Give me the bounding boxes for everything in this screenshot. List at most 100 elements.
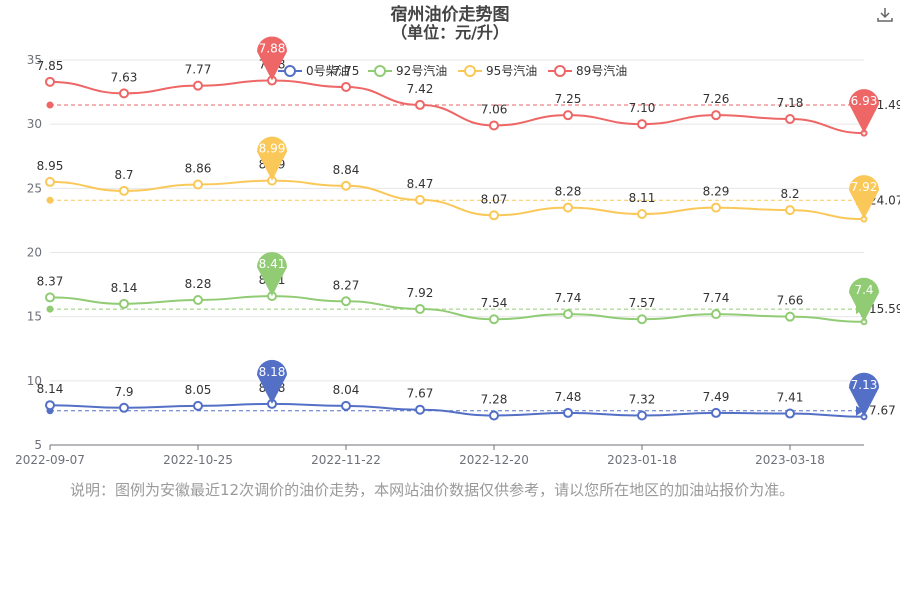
average-label: 24.07 bbox=[869, 193, 900, 207]
series-line bbox=[49, 79, 865, 135]
data-point bbox=[489, 410, 499, 421]
data-point bbox=[341, 296, 351, 307]
y-tick-label: 30 bbox=[27, 117, 42, 131]
data-point bbox=[45, 176, 55, 187]
data-point bbox=[563, 202, 573, 213]
data-label: 7.63 bbox=[111, 70, 138, 84]
max-marker: 7.88 bbox=[257, 36, 287, 81]
y-tick-label: 5 bbox=[34, 438, 42, 452]
data-label: 7.67 bbox=[407, 387, 434, 401]
data-label: 8.2 bbox=[780, 187, 799, 201]
data-point bbox=[637, 119, 647, 130]
data-point bbox=[489, 120, 499, 131]
average-line-arrow bbox=[856, 405, 864, 416]
series-3: 7.85 7.63 7.77 7.88 7.75 7.42 7.06 7.25 7.10 7.26… bbox=[37, 36, 879, 137]
data-point bbox=[489, 314, 499, 325]
data-label: 7.26 bbox=[703, 92, 730, 106]
y-tick-label: 25 bbox=[27, 181, 42, 195]
series-2: 8.95 8.7 8.86 8.99 8.84 8.47 8.07 8.28 8.11 8.29 8… bbox=[37, 136, 879, 223]
legend-label: 0号柴油 bbox=[306, 64, 350, 78]
x-tick-label: 2022-10-25 bbox=[163, 453, 233, 467]
data-label: 8.29 bbox=[703, 185, 730, 199]
data-label: 7.92 bbox=[407, 286, 434, 300]
data-label: 8.37 bbox=[37, 274, 64, 288]
data-label: 7.18 bbox=[777, 96, 804, 110]
max-marker-text: 8.41 bbox=[259, 257, 286, 271]
data-point bbox=[193, 80, 203, 91]
data-point bbox=[785, 408, 795, 419]
min-marker: 7.13 bbox=[849, 372, 879, 417]
data-label: 7.49 bbox=[703, 390, 730, 404]
y-tick-label: 20 bbox=[27, 246, 42, 260]
data-label: 8.86 bbox=[185, 161, 212, 175]
data-label: 7.06 bbox=[481, 102, 508, 116]
data-label: 7.74 bbox=[703, 291, 730, 305]
x-tick-label: 2023-01-18 bbox=[607, 453, 677, 467]
data-point bbox=[711, 202, 721, 213]
chart-title: 宿州油价走势图 bbox=[391, 4, 510, 25]
x-tick-label: 2022-09-07 bbox=[15, 453, 85, 467]
data-label: 7.54 bbox=[481, 296, 508, 310]
data-label: 8.05 bbox=[185, 383, 212, 397]
max-marker: 8.41 bbox=[257, 252, 287, 297]
max-marker-shape bbox=[257, 36, 287, 81]
series-line bbox=[49, 295, 865, 323]
legend[interactable]: 0号柴油 92号汽油 95号汽油 89号汽油 bbox=[278, 63, 627, 78]
average-line-start bbox=[46, 196, 54, 204]
legend-marker bbox=[374, 65, 386, 77]
data-label: 8.04 bbox=[333, 383, 360, 397]
data-point bbox=[341, 180, 351, 191]
data-label: 7.9 bbox=[114, 385, 133, 399]
data-point bbox=[711, 309, 721, 320]
series-layer: 8.14 7.9 8.05 8.18 8.04 7.67 7.28 7.48 7.32 7.49 7… bbox=[37, 36, 879, 421]
y-tick-label: 10 bbox=[27, 374, 42, 388]
x-tick-label: 2022-12-20 bbox=[459, 453, 529, 467]
series-line bbox=[49, 402, 865, 418]
data-point bbox=[119, 298, 129, 309]
data-point bbox=[489, 210, 499, 221]
data-label: 7.85 bbox=[37, 59, 64, 73]
axes: 5 10 15 20 25 30 35 2022-09-07 2022-10-25 2022-11… bbox=[15, 53, 864, 467]
data-point bbox=[637, 209, 647, 219]
min-marker: 7.92 bbox=[849, 175, 879, 220]
data-label: 8.27 bbox=[333, 278, 360, 292]
legend-label: 92号汽油 bbox=[396, 63, 447, 78]
legend-item-1[interactable]: 92号汽油 bbox=[368, 63, 447, 78]
data-point bbox=[563, 110, 573, 121]
legend-item-2[interactable]: 95号汽油 bbox=[458, 63, 537, 78]
data-label: 7.48 bbox=[555, 390, 582, 404]
data-label: 8.47 bbox=[407, 177, 434, 191]
min-marker: 6.93 bbox=[849, 89, 879, 134]
data-point bbox=[785, 114, 795, 125]
max-marker-shape bbox=[257, 359, 287, 404]
min-marker-text: 7.4 bbox=[854, 283, 873, 297]
average-line-start bbox=[46, 101, 54, 109]
max-marker-shape bbox=[257, 136, 287, 181]
data-point bbox=[415, 99, 425, 110]
max-marker-shape bbox=[257, 252, 287, 297]
data-label: 8.11 bbox=[629, 191, 656, 205]
chart-subtitle: （单位：元/升） bbox=[391, 23, 509, 42]
data-label: 7.25 bbox=[555, 92, 582, 106]
legend-item-0[interactable]: 0号柴油 bbox=[278, 64, 350, 78]
min-marker: 7.4 bbox=[849, 277, 879, 322]
data-label: 7.77 bbox=[185, 63, 212, 77]
download-icon[interactable] bbox=[876, 6, 894, 24]
data-point bbox=[45, 400, 55, 411]
data-label: 7.32 bbox=[629, 392, 656, 406]
data-point bbox=[785, 311, 795, 322]
legend-marker bbox=[554, 65, 566, 77]
series-line bbox=[49, 179, 865, 221]
min-marker-shape bbox=[849, 89, 879, 134]
data-point bbox=[415, 303, 425, 314]
data-label: 8.95 bbox=[37, 159, 64, 173]
data-label: 7.75 bbox=[333, 64, 360, 78]
max-marker: 8.99 bbox=[257, 136, 287, 181]
data-label: 8.7 bbox=[114, 168, 133, 182]
data-point bbox=[119, 88, 129, 99]
legend-item-3[interactable]: 89号汽油 bbox=[548, 63, 627, 78]
min-marker-shape bbox=[849, 175, 879, 220]
x-tick-label: 2022-11-22 bbox=[311, 453, 381, 467]
data-label: 7.66 bbox=[777, 294, 804, 308]
